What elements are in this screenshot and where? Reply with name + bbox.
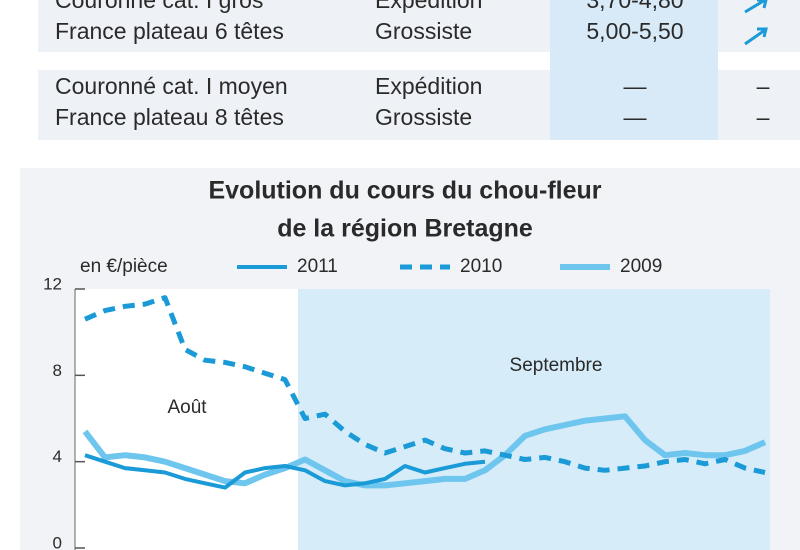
y-tick-label: 4 (53, 447, 62, 466)
september-band (298, 289, 770, 550)
table-cell: Couronné cat. I moyen (55, 73, 288, 99)
y-tick-label: 12 (43, 274, 62, 293)
table-cell: 3,70-4,80 (586, 0, 683, 13)
table-cell: Grossiste (375, 18, 472, 44)
unit-label: en €/pièce (80, 256, 168, 277)
trend-up-icon (744, 27, 768, 46)
annotation: Septembre (510, 355, 603, 376)
chart-title: Evolution du cours du chou-fleur (208, 177, 601, 205)
chart-title: de la région Bretagne (277, 215, 533, 243)
table-cell: — (624, 104, 647, 130)
table-cell: France plateau 6 têtes (55, 18, 284, 44)
table-cell: Grossiste (375, 104, 472, 130)
legend-label: 2009 (620, 256, 662, 277)
table-cell: – (757, 104, 770, 130)
table-cell: Expédition (375, 73, 482, 99)
table-cell: — (624, 73, 647, 99)
y-tick-label: 0 (53, 533, 62, 550)
series-line (82, 413, 767, 489)
annotation: Août (167, 397, 207, 418)
table-cell: 5,00-5,50 (586, 18, 683, 44)
table-cell: Couronné cat. I gros (55, 0, 263, 13)
y-tick-label: 8 (53, 361, 62, 380)
table-cell: France plateau 8 têtes (55, 104, 284, 130)
price-column (550, 0, 718, 140)
series-line (84, 453, 486, 490)
legend-label: 2010 (460, 256, 502, 277)
series-line (84, 295, 766, 475)
table-cell: Expédition (375, 0, 482, 13)
table-cell: – (757, 73, 770, 99)
trend-up-icon (744, 0, 768, 14)
legend-label: 2011 (297, 256, 338, 277)
